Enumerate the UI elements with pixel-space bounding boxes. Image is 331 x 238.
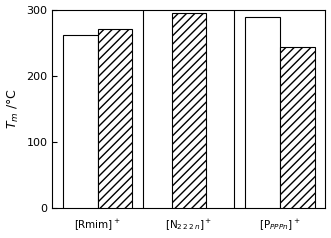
Bar [280, 47, 314, 208]
Bar [245, 17, 280, 208]
Y-axis label: $T_m$ /°C: $T_m$ /°C [6, 88, 21, 129]
Bar [98, 29, 132, 208]
Bar [171, 13, 206, 208]
Bar [63, 35, 98, 208]
